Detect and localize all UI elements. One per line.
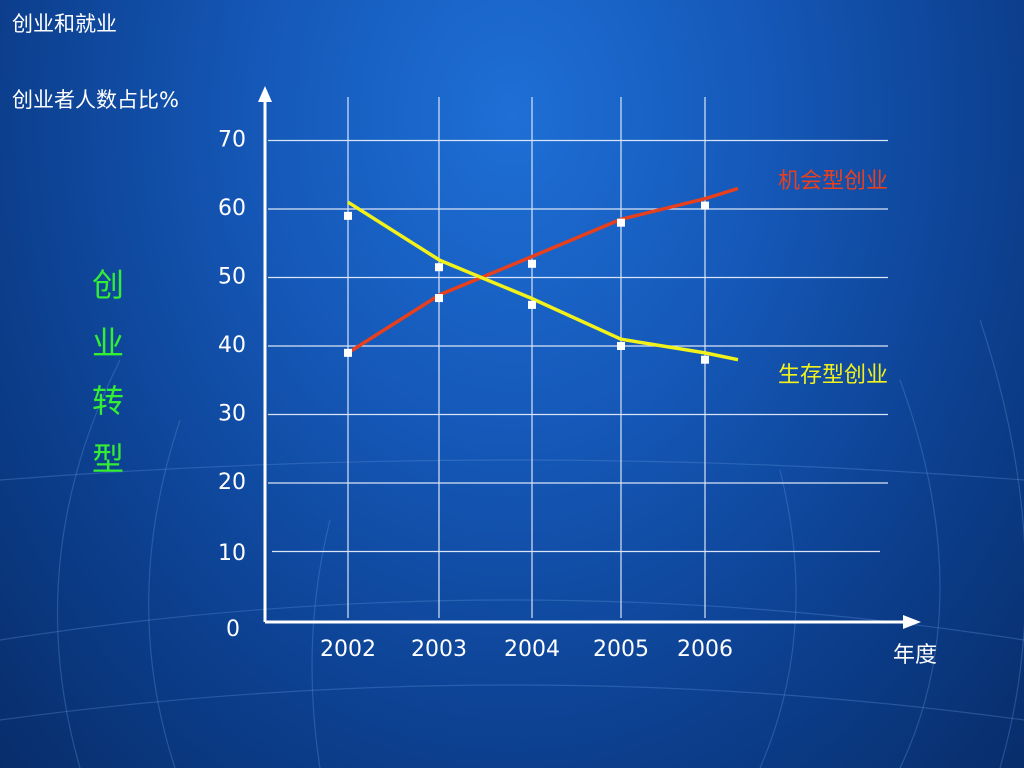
data-point-2-2004 xyxy=(528,300,536,309)
data-point-1-2004 xyxy=(528,259,536,268)
x-tick-label-2003: 2003 xyxy=(411,637,467,662)
series-label-2: 生存型创业 xyxy=(778,363,888,388)
x-tick-label-2006: 2006 xyxy=(677,637,733,662)
x-tick-label-2005: 2005 xyxy=(593,637,649,662)
y-tick-label-60: 60 xyxy=(218,196,246,221)
data-point-2-2002 xyxy=(344,211,352,220)
x-tick-label-2002: 2002 xyxy=(320,637,376,662)
series-line-1 xyxy=(347,186,739,355)
y-axis-label: 创业者人数占比% xyxy=(12,88,179,112)
data-point-1-2002 xyxy=(344,348,352,357)
y-tick-label-0: 0 xyxy=(226,617,240,642)
data-point-2-2006 xyxy=(701,355,709,364)
y-axis-arrow xyxy=(258,86,272,102)
data-point-1-2003 xyxy=(435,294,443,303)
x-axis-label: 年度 xyxy=(893,643,937,668)
y-tick-label-40: 40 xyxy=(218,333,246,358)
side-title: 创业转型 xyxy=(91,266,124,478)
y-tick-label-70: 70 xyxy=(218,128,246,153)
data-point-1-2005 xyxy=(617,218,625,227)
y-tick-label-30: 30 xyxy=(218,402,246,427)
slide-title: 创业和就业 xyxy=(12,12,117,36)
x-axis-arrow xyxy=(903,615,921,629)
x-tick-label-2004: 2004 xyxy=(504,637,560,662)
data-point-2-2003 xyxy=(435,263,443,272)
data-point-1-2006 xyxy=(701,201,709,210)
y-tick-label-50: 50 xyxy=(218,265,246,290)
series-line-2 xyxy=(347,200,739,362)
series-label-1: 机会型创业 xyxy=(778,169,888,194)
data-point-2-2005 xyxy=(617,342,625,350)
y-tick-label-10: 10 xyxy=(218,541,246,566)
y-tick-label-20: 20 xyxy=(218,470,246,495)
